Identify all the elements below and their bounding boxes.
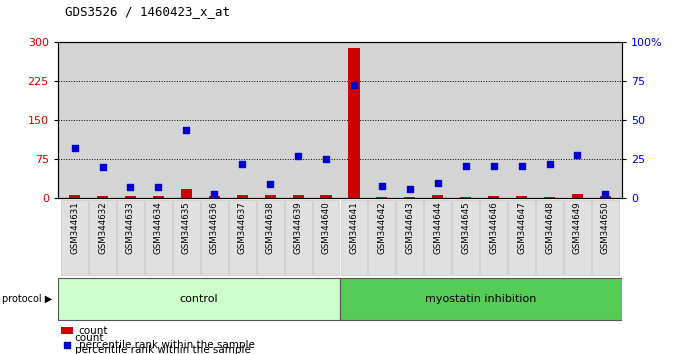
Bar [285, 200, 311, 275]
Bar [181, 189, 192, 198]
Text: percentile rank within the sample: percentile rank within the sample [75, 345, 251, 354]
Text: GSM344632: GSM344632 [98, 201, 107, 254]
Bar [592, 200, 619, 275]
Text: GSM344634: GSM344634 [154, 201, 163, 254]
Text: GSM344638: GSM344638 [266, 201, 275, 254]
Bar [424, 200, 452, 275]
Text: GSM344636: GSM344636 [209, 201, 219, 254]
Bar [516, 196, 527, 198]
Point [544, 161, 555, 167]
Bar [432, 195, 443, 198]
Text: GSM344640: GSM344640 [322, 201, 330, 254]
Bar [600, 196, 611, 198]
Point [460, 163, 471, 169]
Text: GSM344646: GSM344646 [489, 201, 498, 254]
Bar [572, 194, 583, 198]
Text: protocol ▶: protocol ▶ [2, 294, 52, 304]
Text: myostatin inhibition: myostatin inhibition [426, 294, 537, 304]
Point [320, 156, 331, 162]
Point [572, 152, 583, 158]
Text: GSM344644: GSM344644 [433, 201, 442, 254]
Bar [460, 197, 471, 198]
Bar [257, 200, 284, 275]
Bar [125, 196, 136, 198]
Point [600, 191, 611, 196]
Bar [508, 200, 535, 275]
Text: GSM344641: GSM344641 [350, 201, 358, 254]
Text: GDS3526 / 1460423_x_at: GDS3526 / 1460423_x_at [65, 5, 230, 18]
Bar [488, 196, 499, 198]
Bar [396, 200, 423, 275]
Text: percentile rank within the sample: percentile rank within the sample [79, 340, 254, 350]
Text: count: count [79, 326, 108, 336]
Text: GSM344649: GSM344649 [573, 201, 582, 254]
Point [516, 163, 527, 169]
Bar [340, 278, 622, 320]
Bar [369, 200, 395, 275]
Text: GSM344647: GSM344647 [517, 201, 526, 254]
Text: GSM344642: GSM344642 [377, 201, 386, 254]
Point [181, 127, 192, 132]
Bar [376, 197, 388, 198]
Text: GSM344635: GSM344635 [182, 201, 191, 254]
Text: control: control [180, 294, 218, 304]
Bar [348, 48, 360, 198]
Point [125, 184, 136, 190]
Text: GSM344643: GSM344643 [405, 201, 414, 254]
Text: GSM344637: GSM344637 [238, 201, 247, 254]
Bar [536, 200, 563, 275]
Text: GSM344650: GSM344650 [601, 201, 610, 254]
Point [209, 191, 220, 196]
Point [97, 164, 108, 170]
Bar [452, 200, 479, 275]
Point [265, 181, 275, 187]
Bar [265, 195, 275, 198]
Point [237, 161, 248, 167]
Bar [61, 327, 73, 333]
Bar [480, 200, 507, 275]
Point [488, 163, 499, 169]
Text: GSM344631: GSM344631 [70, 201, 79, 254]
Point [292, 153, 303, 159]
Text: GSM344639: GSM344639 [294, 201, 303, 254]
Bar [173, 200, 200, 275]
Bar [228, 200, 256, 275]
Bar [69, 195, 80, 198]
Bar [320, 195, 332, 198]
Bar [117, 200, 144, 275]
Text: count: count [75, 333, 104, 343]
Point [405, 186, 415, 192]
Text: GSM344648: GSM344648 [545, 201, 554, 254]
Bar [341, 200, 367, 275]
Bar [313, 200, 339, 275]
Point [153, 184, 164, 190]
Bar [153, 196, 164, 198]
Bar [564, 200, 591, 275]
Text: GSM344645: GSM344645 [461, 201, 471, 254]
Bar [544, 197, 555, 198]
Bar [89, 200, 116, 275]
Point [61, 342, 72, 348]
Bar [145, 200, 172, 275]
Bar [209, 196, 220, 198]
Point [69, 145, 80, 151]
Bar [237, 195, 248, 198]
Bar [61, 200, 88, 275]
Bar [58, 278, 340, 320]
Bar [97, 196, 108, 198]
Bar [292, 195, 304, 198]
Point [377, 183, 388, 189]
Bar [405, 197, 415, 198]
Bar [201, 200, 228, 275]
Point [349, 82, 360, 87]
Point [432, 180, 443, 185]
Text: GSM344633: GSM344633 [126, 201, 135, 254]
